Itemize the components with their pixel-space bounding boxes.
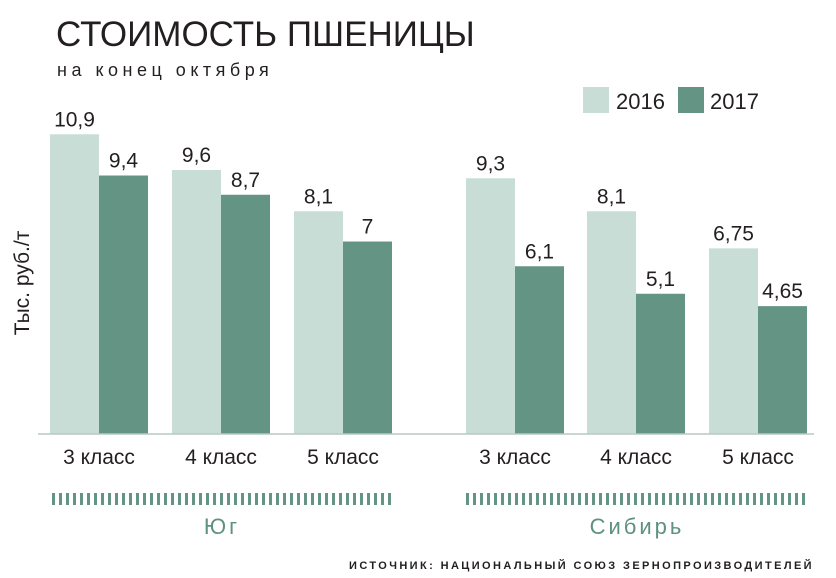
bar-2017-0 [99, 175, 148, 434]
bar-2017-3 [515, 266, 564, 434]
value-label-2016-4: 8,1 [597, 185, 626, 208]
group-label-0: Юг [204, 514, 240, 539]
value-label-2016-0: 10,9 [54, 108, 95, 131]
value-label-2017-3: 6,1 [525, 240, 554, 263]
bar-2017-5 [758, 306, 807, 434]
bar-2016-4 [587, 211, 636, 434]
group-rulers [52, 493, 805, 505]
group-label-1: Сибирь [590, 514, 685, 539]
group-ruler-1 [466, 493, 805, 505]
legend: 2016 2017 [583, 87, 759, 114]
value-labels: 10,9 9,4 9,6 8,7 8,1 7 9,3 6,1 8,1 5,1 6,75 4,65 [54, 108, 803, 303]
value-label-2017-4: 5,1 [646, 268, 675, 291]
legend-swatch-2017 [678, 87, 704, 113]
bar-2016-3 [466, 178, 515, 434]
category-label-1: 4 класс [185, 446, 257, 469]
value-label-2016-2: 8,1 [304, 185, 333, 208]
category-label-5: 5 класс [722, 446, 794, 469]
y-axis-label: Тыс. руб./т [11, 230, 34, 335]
legend-label-2017: 2017 [710, 89, 759, 114]
bar-2016-5 [709, 248, 758, 434]
category-label-2: 5 класс [307, 446, 379, 469]
legend-label-2016: 2016 [616, 89, 665, 114]
bar-2016-1 [172, 170, 221, 434]
bar-2017-1 [221, 194, 270, 434]
source-note: ИСТОЧНИК: НАЦИОНАЛЬНЫЙ СОЮЗ ЗЕРНОПРОИЗВО… [349, 559, 814, 572]
bar-2017-2 [343, 241, 392, 434]
category-label-4: 4 класс [600, 446, 672, 469]
category-label-3: 3 класс [479, 446, 551, 469]
category-label-0: 3 класс [63, 446, 135, 469]
bar-2016-2 [294, 211, 343, 434]
group-labels: Юг Сибирь [204, 514, 685, 539]
value-label-2016-3: 9,3 [476, 152, 505, 175]
bar-2016-0 [50, 134, 99, 434]
value-label-2016-5: 6,75 [713, 222, 754, 245]
value-label-2017-5: 4,65 [762, 280, 803, 303]
chart-subtitle: на конец октября [57, 60, 273, 80]
group-ruler-0 [52, 493, 391, 505]
value-label-2017-1: 8,7 [231, 169, 260, 192]
legend-swatch-2016 [583, 87, 609, 113]
bars [50, 134, 807, 434]
bar-2017-4 [636, 293, 685, 434]
value-label-2017-0: 9,4 [109, 150, 139, 173]
category-labels: 3 класс 4 класс 5 класс 3 класс 4 класс 5 кла… [63, 446, 794, 469]
value-label-2017-2: 7 [362, 216, 374, 239]
value-label-2016-1: 9,6 [182, 144, 211, 167]
chart-title: СТОИМОСТЬ ПШЕНИЦЫ [56, 15, 475, 54]
